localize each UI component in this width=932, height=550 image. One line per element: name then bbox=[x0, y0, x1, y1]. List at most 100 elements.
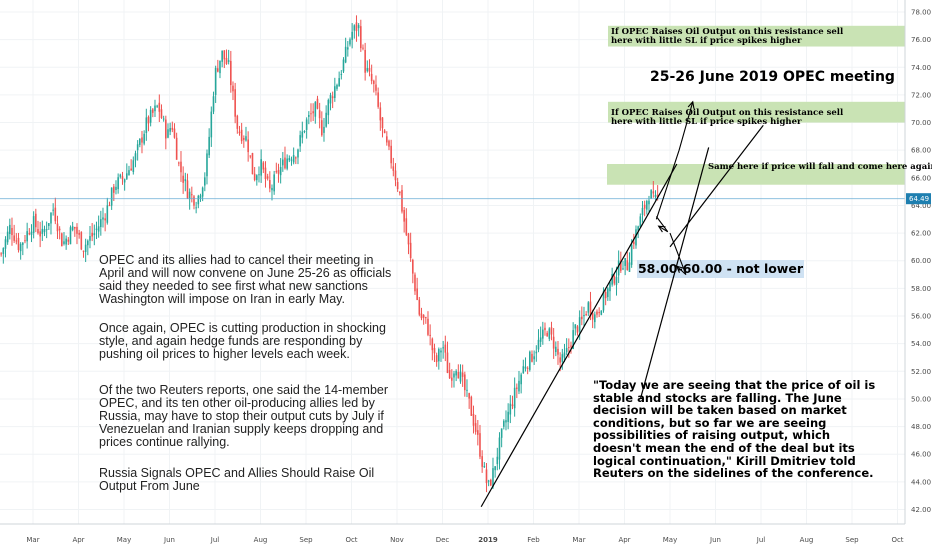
candle-body bbox=[201, 187, 204, 197]
candle-body bbox=[602, 291, 605, 311]
candle-body bbox=[39, 231, 41, 237]
candle-body bbox=[438, 349, 440, 362]
candle-body bbox=[637, 226, 639, 231]
y-tick-label: 56.00 bbox=[911, 313, 931, 321]
candle-body bbox=[628, 262, 631, 272]
candle-body bbox=[531, 353, 533, 362]
candle-body bbox=[401, 189, 403, 212]
candle-body bbox=[89, 236, 91, 241]
trendline bbox=[669, 124, 764, 248]
scenario-arrow bbox=[655, 101, 694, 220]
candle-body bbox=[234, 89, 236, 117]
candle-body bbox=[230, 60, 232, 86]
candle-body bbox=[156, 105, 158, 107]
candle-body bbox=[286, 158, 288, 169]
candle-body bbox=[383, 130, 386, 134]
candle-body bbox=[513, 387, 516, 409]
candle-body bbox=[370, 73, 373, 82]
candle-body bbox=[69, 227, 72, 245]
candle-body bbox=[221, 50, 223, 62]
candle-body bbox=[336, 84, 338, 89]
candle-body bbox=[455, 370, 457, 376]
candle-body bbox=[459, 371, 462, 382]
candle-body bbox=[587, 302, 590, 313]
candle-body bbox=[399, 191, 401, 194]
candle-body bbox=[123, 179, 126, 183]
candle-body bbox=[253, 173, 256, 181]
candle-body bbox=[604, 291, 607, 299]
y-tick-label: 48.00 bbox=[911, 423, 931, 431]
candle-body bbox=[251, 152, 254, 175]
candle-body bbox=[472, 413, 475, 426]
candle-body bbox=[318, 110, 321, 119]
candle-body bbox=[355, 22, 358, 32]
candle-body bbox=[217, 68, 219, 72]
y-tick-label: 76.00 bbox=[911, 36, 931, 44]
candle-body bbox=[35, 213, 37, 228]
candle-body bbox=[535, 351, 538, 354]
candle-body bbox=[633, 241, 635, 245]
candle-body bbox=[429, 334, 431, 336]
candle-body bbox=[256, 175, 258, 181]
candle-body bbox=[279, 167, 282, 176]
candle-body bbox=[247, 139, 249, 153]
candle-body bbox=[43, 229, 46, 233]
candle-body bbox=[542, 329, 544, 339]
zone-label-lower-zone: Same here if price will fall and come he… bbox=[708, 162, 932, 172]
candle-body bbox=[483, 466, 486, 468]
candle-body bbox=[481, 456, 483, 467]
candle-body bbox=[2, 248, 5, 254]
candle-body bbox=[412, 259, 414, 274]
scenario-arrow-head bbox=[675, 265, 684, 273]
candle-body bbox=[650, 190, 652, 199]
candle-body bbox=[167, 129, 169, 138]
candle-body bbox=[126, 173, 128, 179]
candle-body bbox=[622, 268, 624, 270]
candle-body bbox=[559, 357, 561, 363]
candle-body bbox=[84, 244, 87, 253]
candle-body bbox=[451, 377, 453, 381]
candle-body bbox=[600, 310, 603, 315]
x-tick-label: Jul bbox=[210, 536, 220, 544]
candle-body bbox=[269, 180, 271, 189]
candle-body bbox=[470, 396, 473, 416]
candle-body bbox=[403, 210, 405, 222]
candle-body bbox=[539, 337, 542, 342]
x-tick-label: Dec bbox=[436, 536, 450, 544]
candle-body bbox=[524, 366, 527, 369]
candle-body bbox=[498, 437, 501, 460]
candle-body bbox=[271, 187, 273, 191]
candle-body bbox=[258, 174, 260, 176]
candle-body bbox=[74, 226, 76, 229]
candle-body bbox=[182, 175, 184, 183]
x-tick-label: Oct bbox=[891, 536, 903, 544]
candle-body bbox=[0, 253, 2, 255]
scenario-arrow-head bbox=[657, 225, 666, 233]
candle-body bbox=[585, 313, 587, 315]
candle-body bbox=[303, 130, 306, 132]
candle-body bbox=[485, 469, 488, 484]
candle-body bbox=[305, 119, 308, 130]
candle-body bbox=[145, 117, 148, 134]
candle-body bbox=[652, 191, 655, 194]
candle-body bbox=[589, 301, 592, 316]
x-tick-label: Mar bbox=[572, 536, 585, 544]
candle-body bbox=[522, 366, 525, 374]
candle-body bbox=[191, 194, 193, 196]
last-price-label: 64.49 bbox=[909, 195, 929, 203]
candle-body bbox=[61, 233, 63, 247]
annotation-para-1: OPEC and its allies had to cancel their … bbox=[99, 253, 392, 306]
candle-body bbox=[548, 328, 551, 339]
candle-body bbox=[364, 49, 366, 73]
last-price-badge bbox=[906, 193, 931, 205]
candle-body bbox=[581, 316, 583, 320]
candle-body bbox=[134, 153, 137, 161]
x-tick-label: Jun bbox=[709, 536, 721, 544]
candle-body bbox=[641, 207, 644, 216]
candle-body bbox=[505, 420, 507, 423]
candle-body bbox=[22, 242, 24, 245]
candle-body bbox=[656, 194, 659, 198]
candle-body bbox=[529, 351, 531, 370]
candle-body bbox=[611, 274, 613, 285]
